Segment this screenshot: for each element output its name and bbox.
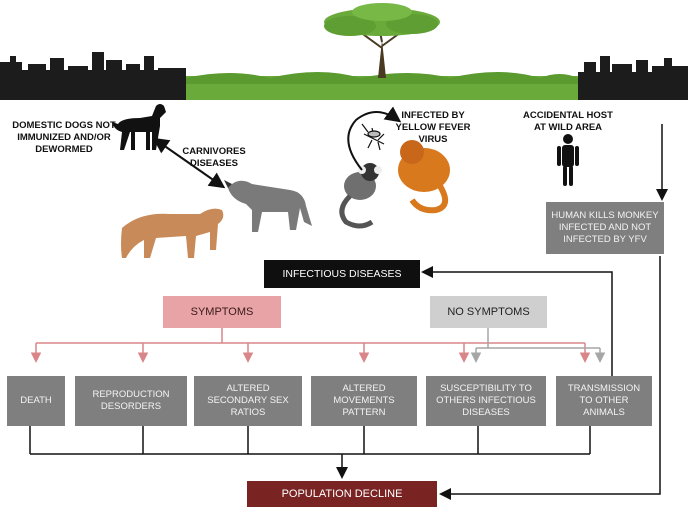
outcome-susceptibility: SUSCEPTIBILITY TO OTHERS INFECTIOUS DISE… xyxy=(426,376,546,426)
transmission-cycle-arc xyxy=(347,106,402,171)
label-infected-yellow-fever: INFECTED BY YELLOW FEVER VIRUS xyxy=(395,110,471,145)
symptoms-connectors xyxy=(30,328,591,363)
outcome-altered-sex-ratios: ALTERED SECONDARY SEX RATIOS xyxy=(194,376,302,426)
mosquito-icon xyxy=(361,123,385,151)
tree-icon xyxy=(324,3,440,78)
city-skyline-left xyxy=(0,52,186,100)
human-kills-monkey-box: HUMAN KILLS MONKEY INFECTED AND NOT INFE… xyxy=(546,202,664,254)
infectious-diseases-box: INFECTIOUS DISEASES xyxy=(264,260,420,288)
population-decline-box: POPULATION DECLINE xyxy=(247,481,437,507)
outcomes-to-decline-connectors xyxy=(29,426,591,479)
dog-icon xyxy=(112,104,166,150)
kills-to-decline-arrow xyxy=(439,256,661,500)
puma-icon xyxy=(121,208,224,258)
symptoms-box: SYMPTOMS xyxy=(163,296,281,328)
fox-icon xyxy=(224,180,312,232)
city-skyline-right xyxy=(578,56,688,100)
marmoset-icon xyxy=(339,163,382,229)
outcome-death: DEATH xyxy=(7,376,65,426)
no-symptoms-connectors xyxy=(470,328,606,363)
dog-fox-arrow xyxy=(152,137,226,189)
outcome-reproduction-desorders: REPRODUCTION DESORDERS xyxy=(75,376,187,426)
howler-monkey-icon xyxy=(398,140,450,214)
human-icon xyxy=(557,134,579,186)
label-domestic-dogs: DOMESTIC DOGS NOT IMMUNIZED AND/OR DEWOR… xyxy=(12,120,116,155)
no-symptoms-box: NO SYMPTOMS xyxy=(430,296,547,328)
kills-to-infectious-arrow xyxy=(421,266,613,376)
outcome-altered-movements: ALTERED MOVEMENTS PATTERN xyxy=(311,376,417,426)
outcome-transmission: TRANSMISSION TO OTHER ANIMALS xyxy=(556,376,652,426)
label-accidental-host: ACCIDENTAL HOST AT WILD AREA xyxy=(523,110,613,133)
